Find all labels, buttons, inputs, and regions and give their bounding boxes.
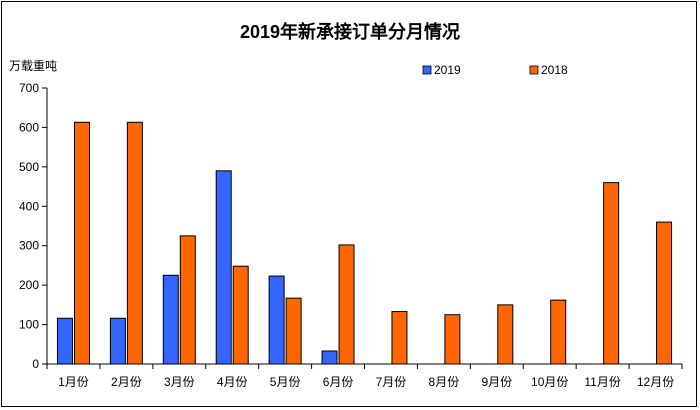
legend: 2019 2018 — [422, 63, 568, 77]
y-axis: 0 100 200 300 400 500 600 700 — [19, 81, 48, 371]
bar-2018-9 — [497, 304, 514, 365]
bar-2018-2 — [126, 121, 143, 365]
x-tick-label: 4月份 — [217, 375, 248, 389]
y-tick-label: 200 — [19, 278, 39, 292]
bar-2018-1 — [73, 121, 90, 365]
y-axis-unit-label: 万载重吨 — [9, 59, 57, 73]
legend-swatch-2018 — [529, 65, 539, 75]
y-tick-label: 700 — [19, 81, 39, 95]
bar-2018-10 — [550, 299, 567, 365]
bar-2018-12 — [656, 221, 673, 365]
legend-label-2019: 2019 — [434, 63, 461, 77]
x-tick-label: 9月份 — [481, 375, 512, 389]
bar-2018-7 — [391, 311, 408, 365]
legend-swatch-2019 — [422, 65, 432, 75]
chart-title: 2019年新承接订单分月情况 — [240, 21, 460, 42]
y-tick-label: 300 — [19, 239, 39, 253]
x-tick-label: 8月份 — [429, 375, 460, 389]
bar-2018-6 — [338, 244, 355, 365]
x-tick-label: 7月份 — [376, 375, 407, 389]
bar-2018-3 — [179, 235, 196, 365]
x-tick-label: 11月份 — [584, 375, 620, 389]
x-axis: 1月份 2月份 3月份 4月份 5月份 6月份 7月份 8月份 9月份 10月份 11月份 12月份 — [46, 363, 683, 389]
bar-2019-2 — [109, 317, 126, 365]
y-tick-label: 400 — [19, 199, 39, 213]
x-tick-label: 6月份 — [323, 375, 354, 389]
legend-label-2018: 2018 — [541, 63, 568, 77]
bar-2019-5 — [268, 275, 285, 365]
bar-2018-11 — [603, 182, 620, 365]
x-tick-label: 3月份 — [164, 375, 195, 389]
bar-2019-3 — [162, 274, 179, 365]
x-tick-label: 2月份 — [111, 375, 142, 389]
x-tick-label: 10月份 — [531, 375, 568, 389]
x-tick-label: 1月份 — [58, 375, 89, 389]
y-tick-label: 500 — [19, 160, 39, 174]
bar-2018-5 — [285, 297, 302, 365]
x-tick-label: 12月份 — [637, 375, 674, 389]
bars — [56, 121, 673, 365]
bar-2019-6 — [321, 350, 338, 365]
y-tick-label: 0 — [32, 357, 39, 371]
y-tick-label: 600 — [19, 120, 39, 134]
bar-2019-4 — [215, 170, 232, 365]
y-tick-label: 100 — [19, 318, 39, 332]
bar-2018-4 — [232, 265, 249, 365]
bar-2018-8 — [444, 314, 461, 365]
bar-2019-1 — [56, 317, 73, 365]
x-tick-label: 5月份 — [270, 375, 301, 389]
